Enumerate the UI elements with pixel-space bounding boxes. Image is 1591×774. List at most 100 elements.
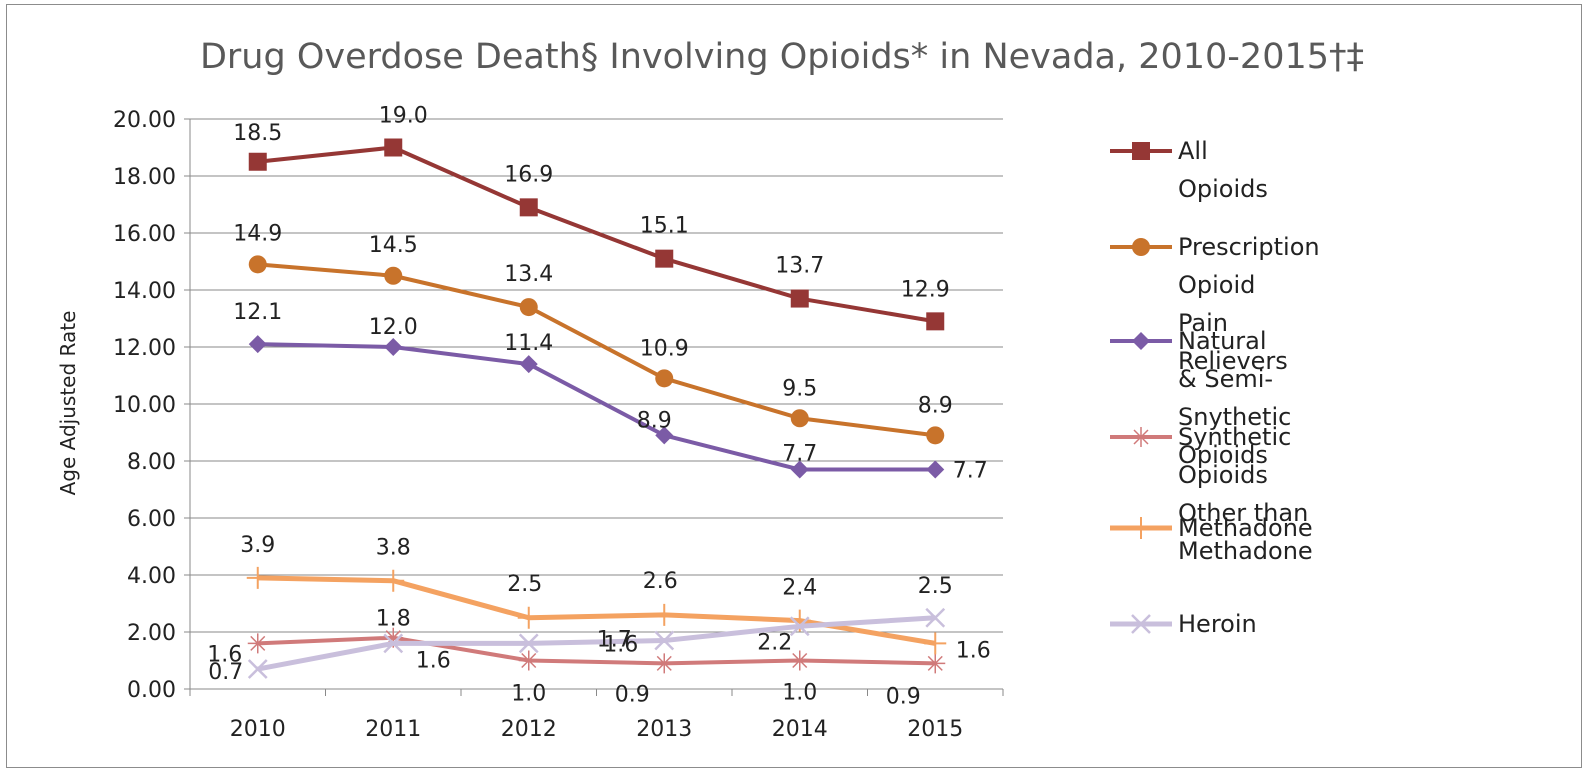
series-4-point (246, 566, 269, 589)
legend-marker (1130, 517, 1152, 539)
series-3-point (654, 653, 675, 674)
series-1-point (655, 369, 674, 388)
axes: 0.00 2.00 4.00 6.00 8.00 10.00 12.00 14.00 16.00… (113, 108, 1004, 742)
data-label: 16.9 (504, 162, 553, 187)
legend-marker (1132, 142, 1150, 160)
y-tick-label: 4.00 (127, 564, 176, 589)
data-label: 0.9 (886, 684, 921, 709)
series-3-point (789, 650, 810, 671)
series-line-2 (257, 342, 936, 472)
series-2-point (519, 355, 538, 374)
y-tick-label: 18.00 (113, 165, 176, 190)
legend-label: Prescription Opioid Pain Relievers (1178, 233, 1320, 375)
legend-marker (1131, 427, 1151, 447)
series-5-point (789, 616, 810, 637)
data-label: 0.7 (208, 660, 243, 685)
legend-swatch (1110, 142, 1172, 160)
chart-title: Drug Overdose Death§ Involving Opioids* … (200, 37, 1364, 77)
series-2-point (655, 426, 674, 445)
series-0-point (248, 152, 267, 171)
series-0-point (519, 198, 538, 217)
series-1-point (248, 255, 267, 274)
x-tick-label: 2010 (230, 717, 286, 742)
series-line-5 (257, 615, 936, 672)
series-2-point (790, 460, 809, 479)
series-5-point (247, 659, 268, 679)
chart-frame (6, 4, 1582, 768)
y-tick-label: 8.00 (127, 450, 176, 475)
series-1-point (790, 409, 809, 428)
data-label: 2.4 (782, 576, 817, 601)
data-label: 11.4 (504, 331, 553, 356)
series-0-point (926, 312, 945, 331)
data-label: 13.7 (775, 254, 824, 279)
legend-marker (1132, 238, 1150, 256)
legend-swatch (1110, 332, 1172, 350)
y-tick-label: 2.00 (127, 621, 176, 646)
data-label: 18.5 (233, 121, 282, 146)
series-layer (246, 138, 947, 679)
series-4-point (382, 569, 405, 592)
series-0-point (655, 249, 674, 268)
data-label: 12.1 (233, 300, 282, 325)
legend-label: Heroin (1178, 610, 1257, 638)
data-label: 8.9 (637, 408, 672, 433)
series-2-point (926, 460, 945, 479)
data-labels: 18.5 19.0 16.9 15.1 13.7 12.9 14.9 14.5 13.4 10.9… (207, 104, 991, 710)
series-0-point (384, 138, 403, 157)
data-label: 15.1 (640, 214, 689, 239)
data-label: 0.9 (615, 682, 650, 707)
data-label: 9.5 (782, 376, 817, 401)
data-label: 7.7 (953, 459, 988, 484)
series-0-point (790, 289, 809, 308)
data-label: 13.4 (504, 262, 553, 287)
data-label: 10.9 (640, 336, 689, 361)
data-label: 3.8 (376, 536, 411, 561)
x-tick-label: 2013 (636, 717, 692, 742)
series-2-point (248, 335, 267, 354)
data-label: 2.6 (643, 569, 678, 594)
data-label: 1.6 (603, 632, 638, 657)
y-tick-label: 12.00 (113, 336, 176, 361)
series-line-3 (257, 635, 936, 666)
y-tick-label: 16.00 (113, 222, 176, 247)
x-tick-label: 2015 (907, 717, 963, 742)
data-label: 2.5 (918, 574, 953, 599)
y-tick-label: 0.00 (127, 678, 176, 703)
legend-marker (1131, 614, 1151, 634)
data-label: 12.9 (901, 277, 950, 302)
series-1-point (384, 266, 403, 285)
series-line-1 (257, 262, 936, 438)
data-label: 1.6 (956, 638, 991, 663)
data-label: 7.7 (782, 442, 817, 467)
series-5-point (654, 630, 675, 651)
series-4-point (924, 632, 947, 655)
x-tick-label: 2011 (365, 717, 421, 742)
data-label: 1.7 (597, 628, 632, 653)
legend-label: All Opioids (1178, 137, 1268, 203)
x-tick-label: 2014 (772, 717, 828, 742)
series-3-point (518, 650, 539, 671)
legend-label: Synthetic Opioids Other than Methadone (1178, 423, 1313, 565)
series-1-point (519, 298, 538, 317)
series-3-point (925, 653, 946, 674)
data-label: 2.5 (507, 572, 542, 597)
x-tick-label: 2012 (501, 717, 557, 742)
legend-swatch (1110, 238, 1172, 256)
gridlines (190, 118, 1003, 690)
legend-swatch (1110, 517, 1172, 539)
series-5-point (383, 633, 404, 654)
data-label: 2.2 (757, 630, 792, 655)
series-1-point (926, 426, 945, 445)
series-4-point (653, 603, 676, 626)
series-3-point (383, 627, 404, 648)
data-label: 14.9 (233, 221, 282, 246)
y-tick-label: 20.00 (113, 108, 176, 133)
y-tick-label: 6.00 (127, 507, 176, 532)
legend-marker (1132, 332, 1150, 350)
legend-label: Methadone (1178, 514, 1313, 542)
series-3-point (247, 633, 268, 654)
data-label: 8.9 (918, 393, 953, 418)
legend-swatch (1110, 427, 1172, 447)
